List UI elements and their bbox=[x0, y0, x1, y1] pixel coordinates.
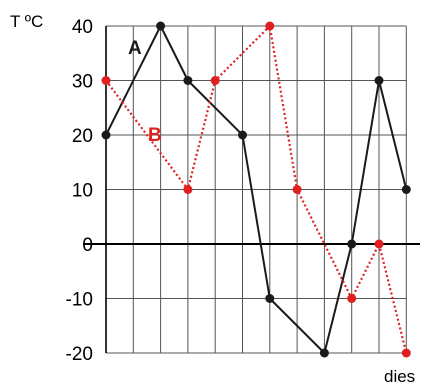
series-b-point bbox=[347, 294, 357, 303]
y-tick-label: 0 bbox=[82, 235, 93, 256]
series-a-point bbox=[265, 294, 275, 303]
series-a-point bbox=[319, 348, 329, 358]
series-a-point bbox=[401, 185, 411, 194]
series-b-label: B bbox=[148, 125, 162, 146]
series-b-point bbox=[401, 348, 411, 358]
y-tick-label: 20 bbox=[72, 126, 93, 147]
series-b-point bbox=[183, 185, 193, 194]
series-b-point bbox=[292, 185, 302, 194]
x-axis-title: dies bbox=[384, 367, 415, 386]
series-b-point bbox=[210, 76, 220, 85]
series-a-point bbox=[238, 130, 247, 140]
y-tick-label: -10 bbox=[66, 290, 93, 311]
y-tick-label: 10 bbox=[72, 181, 93, 202]
series-a-point bbox=[156, 21, 166, 31]
y-tick-label: 30 bbox=[72, 72, 93, 93]
series-a-label: A bbox=[128, 38, 142, 59]
y-tick-label: -20 bbox=[66, 344, 93, 365]
y-tick-labels: 40 30 20 10 0 -10 -20 bbox=[66, 17, 93, 365]
series-a-point bbox=[374, 76, 384, 85]
y-tick-label: 40 bbox=[72, 17, 93, 38]
series-a-point bbox=[347, 239, 357, 249]
series bbox=[101, 21, 411, 358]
series-b-point bbox=[374, 239, 384, 249]
series-a-point bbox=[101, 130, 111, 140]
y-axis-title: T ºC bbox=[10, 12, 43, 31]
series-b-point bbox=[101, 76, 111, 85]
series-a-point bbox=[183, 76, 193, 85]
series-b-point bbox=[265, 21, 275, 31]
